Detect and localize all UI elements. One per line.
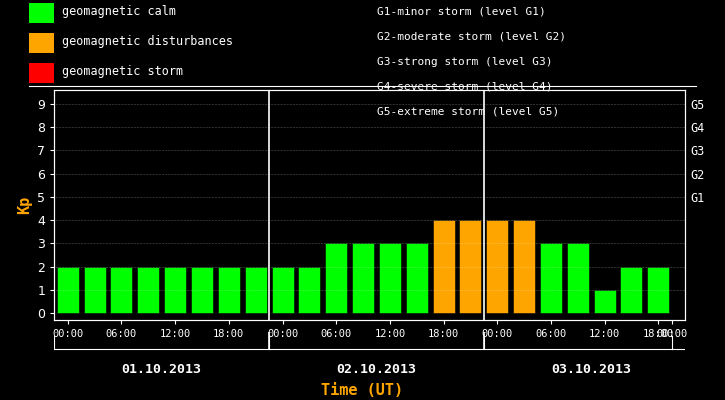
Text: G4-severe storm (level G4): G4-severe storm (level G4) xyxy=(377,81,552,91)
Text: G2-moderate storm (level G2): G2-moderate storm (level G2) xyxy=(377,32,566,42)
Bar xyxy=(57,266,79,313)
Bar xyxy=(299,266,320,313)
Bar xyxy=(433,220,455,313)
Bar xyxy=(137,266,160,313)
Text: 01.10.2013: 01.10.2013 xyxy=(122,363,202,376)
Text: geomagnetic disturbances: geomagnetic disturbances xyxy=(62,36,233,48)
Text: G1-minor storm (level G1): G1-minor storm (level G1) xyxy=(377,7,546,17)
Bar xyxy=(352,243,374,313)
Text: 02.10.2013: 02.10.2013 xyxy=(336,363,416,376)
Bar xyxy=(540,243,562,313)
Bar xyxy=(594,290,616,313)
Y-axis label: Kp: Kp xyxy=(17,196,32,214)
Text: geomagnetic calm: geomagnetic calm xyxy=(62,6,175,18)
Bar xyxy=(272,266,294,313)
Bar xyxy=(486,220,508,313)
Text: G3-strong storm (level G3): G3-strong storm (level G3) xyxy=(377,57,552,67)
Bar xyxy=(191,266,213,313)
Text: Time (UT): Time (UT) xyxy=(321,383,404,398)
Bar xyxy=(406,243,428,313)
Bar xyxy=(513,220,535,313)
Bar xyxy=(244,266,267,313)
Bar xyxy=(164,266,186,313)
Bar xyxy=(110,266,133,313)
Bar xyxy=(218,266,240,313)
Bar xyxy=(621,266,642,313)
Bar xyxy=(567,243,589,313)
Bar xyxy=(326,243,347,313)
Bar xyxy=(460,220,481,313)
Text: G5-extreme storm (level G5): G5-extreme storm (level G5) xyxy=(377,106,559,116)
Text: 03.10.2013: 03.10.2013 xyxy=(551,363,631,376)
Bar xyxy=(83,266,106,313)
Text: geomagnetic storm: geomagnetic storm xyxy=(62,66,183,78)
Bar xyxy=(379,243,401,313)
Bar xyxy=(647,266,669,313)
